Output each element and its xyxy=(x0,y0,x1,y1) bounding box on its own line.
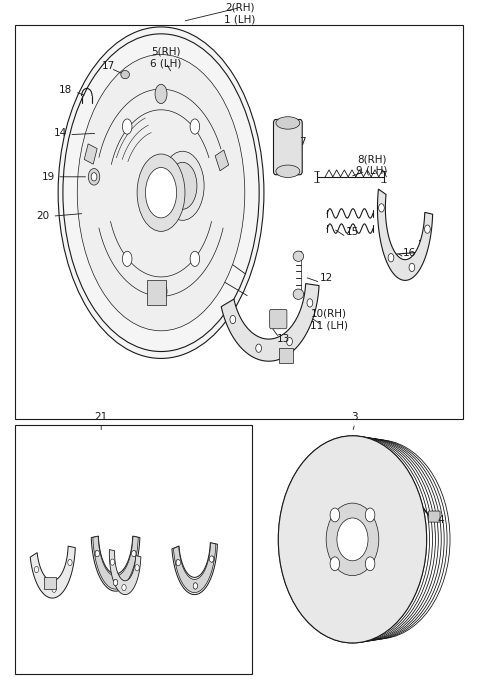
Circle shape xyxy=(193,583,198,589)
Ellipse shape xyxy=(122,251,132,266)
Circle shape xyxy=(256,344,262,352)
Circle shape xyxy=(176,560,180,566)
Ellipse shape xyxy=(190,119,200,134)
Polygon shape xyxy=(30,546,75,598)
Ellipse shape xyxy=(330,508,340,522)
Ellipse shape xyxy=(330,557,340,571)
Circle shape xyxy=(210,556,214,562)
FancyBboxPatch shape xyxy=(274,120,302,174)
Circle shape xyxy=(230,316,236,324)
Circle shape xyxy=(52,586,56,592)
Ellipse shape xyxy=(365,557,375,571)
Circle shape xyxy=(91,173,97,181)
Text: 7: 7 xyxy=(299,137,306,147)
Ellipse shape xyxy=(365,508,375,522)
Ellipse shape xyxy=(190,251,200,266)
Circle shape xyxy=(113,579,118,585)
Text: 20: 20 xyxy=(36,211,49,221)
Circle shape xyxy=(409,263,415,271)
Circle shape xyxy=(122,585,126,591)
Ellipse shape xyxy=(145,167,177,218)
Ellipse shape xyxy=(58,27,264,358)
Circle shape xyxy=(110,559,115,565)
Circle shape xyxy=(424,225,430,233)
Polygon shape xyxy=(109,549,141,594)
Text: 4: 4 xyxy=(438,515,444,525)
Bar xyxy=(147,280,166,305)
Ellipse shape xyxy=(155,84,167,104)
Ellipse shape xyxy=(278,436,427,643)
Polygon shape xyxy=(91,536,140,591)
Text: 14: 14 xyxy=(54,128,67,138)
Circle shape xyxy=(132,551,136,557)
Text: 13: 13 xyxy=(276,334,290,344)
Bar xyxy=(279,348,293,363)
Polygon shape xyxy=(221,284,319,361)
Circle shape xyxy=(176,560,180,566)
Text: 2(RH)
1 (LH): 2(RH) 1 (LH) xyxy=(224,3,256,24)
Ellipse shape xyxy=(121,71,130,79)
Circle shape xyxy=(388,253,394,262)
Ellipse shape xyxy=(161,152,204,220)
Circle shape xyxy=(95,551,99,557)
Circle shape xyxy=(209,556,214,562)
Bar xyxy=(84,144,97,164)
Ellipse shape xyxy=(276,165,300,177)
Ellipse shape xyxy=(155,282,167,301)
Polygon shape xyxy=(93,536,138,589)
Text: 10(RH)
11 (LH): 10(RH) 11 (LH) xyxy=(310,309,348,331)
Circle shape xyxy=(135,565,139,571)
Text: 12: 12 xyxy=(320,273,333,283)
Polygon shape xyxy=(173,543,216,592)
Circle shape xyxy=(132,551,137,557)
Polygon shape xyxy=(377,189,432,280)
Circle shape xyxy=(35,567,39,573)
Bar xyxy=(215,150,228,171)
Circle shape xyxy=(193,583,197,589)
Ellipse shape xyxy=(77,55,245,331)
Circle shape xyxy=(287,338,292,346)
Text: 17: 17 xyxy=(102,62,115,71)
Text: 21: 21 xyxy=(95,412,108,422)
Circle shape xyxy=(88,169,100,185)
Text: 19: 19 xyxy=(42,172,55,182)
Circle shape xyxy=(95,551,99,557)
Ellipse shape xyxy=(168,163,197,209)
Text: 3: 3 xyxy=(351,412,358,422)
Ellipse shape xyxy=(276,117,300,129)
Bar xyxy=(15,426,252,674)
Polygon shape xyxy=(172,543,217,594)
Ellipse shape xyxy=(122,119,132,134)
Text: 18: 18 xyxy=(59,86,72,95)
Ellipse shape xyxy=(293,251,304,262)
FancyBboxPatch shape xyxy=(429,511,440,522)
Bar xyxy=(44,576,56,589)
Ellipse shape xyxy=(137,154,185,231)
Text: 5(RH)
6 (LH): 5(RH) 6 (LH) xyxy=(150,46,181,68)
Bar xyxy=(15,25,463,419)
Text: 15: 15 xyxy=(346,227,359,237)
Circle shape xyxy=(68,559,72,565)
Circle shape xyxy=(307,299,313,307)
Text: 8(RH)
9 (LH): 8(RH) 9 (LH) xyxy=(356,154,387,176)
Ellipse shape xyxy=(337,518,368,561)
FancyBboxPatch shape xyxy=(270,309,287,329)
Circle shape xyxy=(379,203,384,212)
Circle shape xyxy=(113,579,118,585)
Text: 16: 16 xyxy=(403,248,417,257)
Ellipse shape xyxy=(293,289,304,300)
Ellipse shape xyxy=(326,503,379,576)
